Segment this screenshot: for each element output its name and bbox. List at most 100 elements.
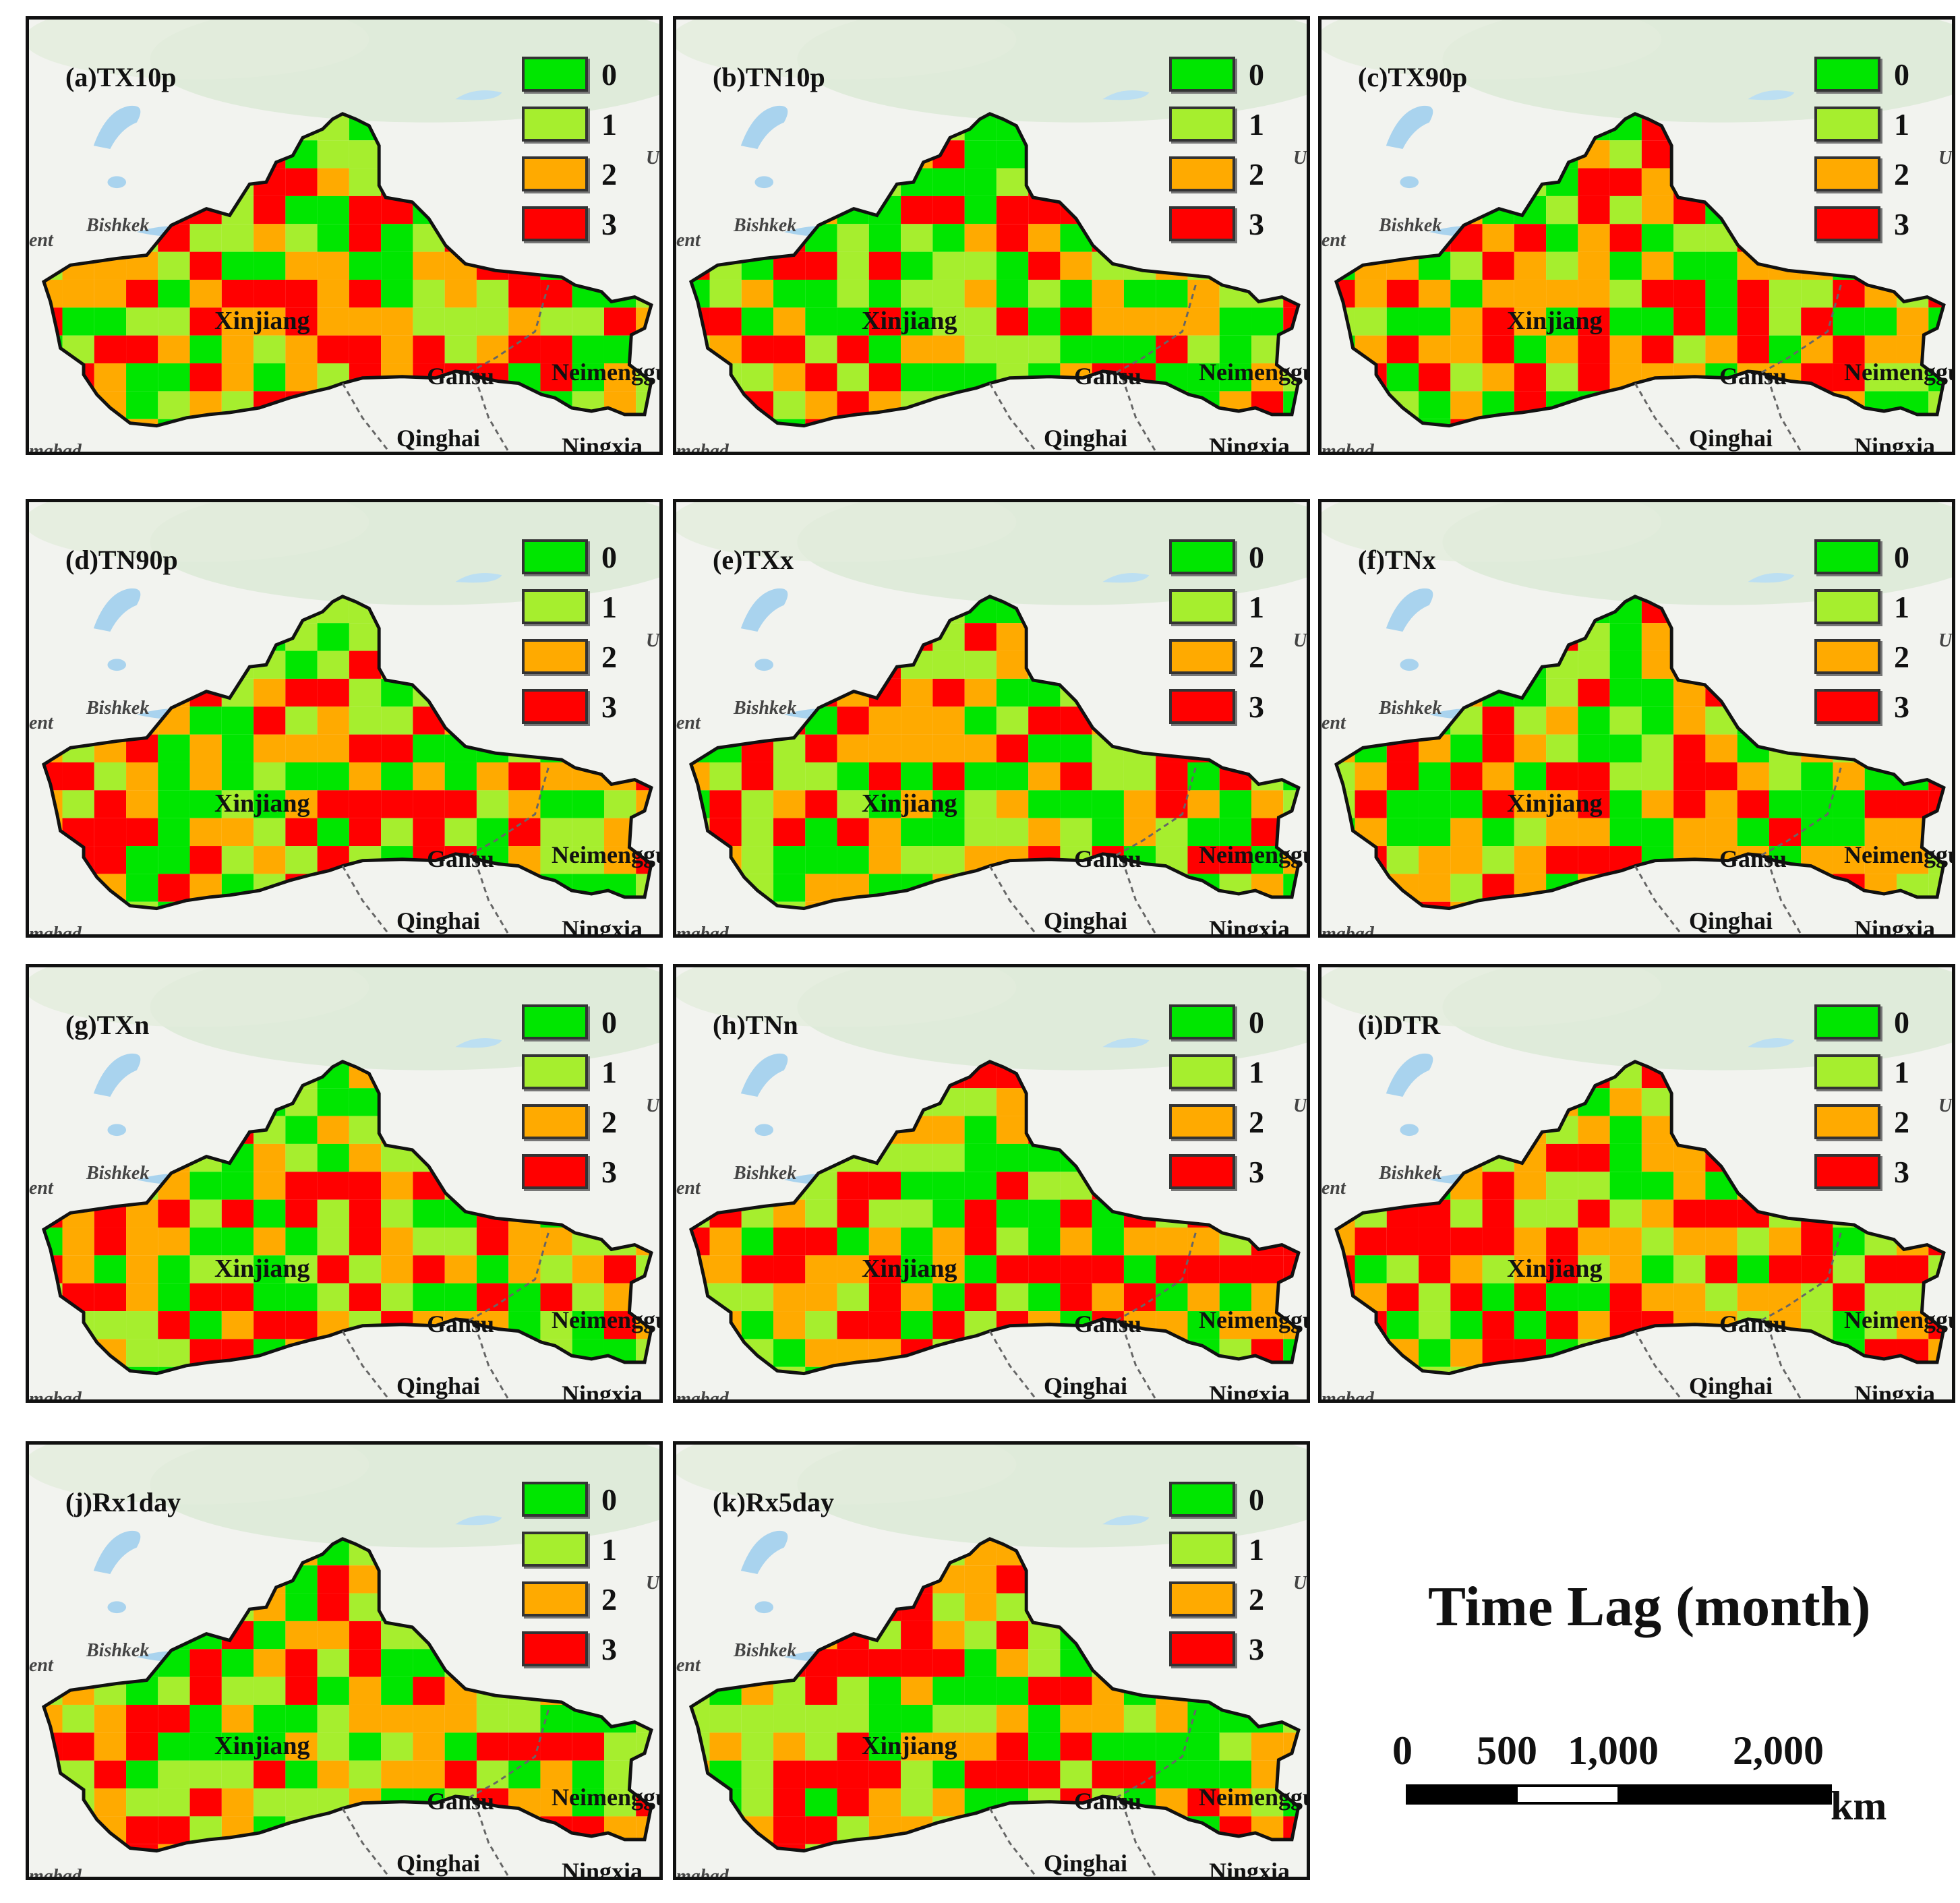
province-border bbox=[1766, 860, 1802, 934]
lag-cell bbox=[603, 1788, 636, 1817]
legend-label: 1 bbox=[1894, 1054, 1909, 1089]
lag-cell bbox=[540, 1788, 572, 1817]
lag-cell bbox=[572, 1760, 604, 1789]
place-label-bishkek: Bishkek bbox=[1379, 698, 1442, 719]
lag-cell bbox=[932, 1704, 965, 1733]
lag-cell bbox=[996, 1172, 1029, 1200]
lag-cell bbox=[381, 1704, 413, 1733]
lag-cell bbox=[1482, 818, 1514, 847]
lag-cell bbox=[285, 1199, 318, 1228]
lag-cell bbox=[1060, 1677, 1092, 1705]
lag-cell bbox=[94, 1760, 127, 1789]
place-label-gansu: Gansu bbox=[1074, 1310, 1142, 1337]
legend-label: 2 bbox=[601, 1581, 617, 1617]
lag-cell bbox=[381, 251, 413, 280]
place-label-mabad: mabad bbox=[29, 924, 82, 938]
panel-title: (e)TXx bbox=[713, 545, 794, 575]
lag-cell bbox=[1609, 279, 1642, 308]
place-label-mabad: mabad bbox=[1321, 1389, 1374, 1403]
place-label-mabad: mabad bbox=[676, 1389, 729, 1403]
legend-row: 2 bbox=[1814, 1097, 1922, 1147]
legend-row: 0 bbox=[1169, 1474, 1277, 1524]
lag-cell bbox=[126, 363, 158, 392]
lag-cell bbox=[1705, 818, 1738, 847]
lag-cell bbox=[1060, 1227, 1092, 1256]
lag-cell bbox=[540, 762, 572, 791]
legend-row: 1 bbox=[1169, 1524, 1277, 1574]
lag-cell bbox=[1123, 790, 1156, 818]
lag-cell bbox=[1251, 790, 1284, 818]
lag-cell bbox=[996, 168, 1029, 196]
lag-cell bbox=[1028, 279, 1061, 308]
place-label-ningxia: Ningxia bbox=[1209, 915, 1290, 938]
lag-cell bbox=[1419, 279, 1451, 308]
legend-swatch bbox=[1169, 1054, 1235, 1089]
lag-cell bbox=[868, 1172, 901, 1200]
lag-cell bbox=[349, 1621, 382, 1650]
lag-cell bbox=[349, 1143, 382, 1172]
lag-cell bbox=[189, 846, 222, 874]
legend-swatch bbox=[1814, 589, 1880, 624]
place-label-qinghai: Qinghai bbox=[1689, 1372, 1773, 1399]
lag-cell bbox=[773, 874, 806, 902]
lag-cell bbox=[901, 1255, 933, 1283]
lag-cell bbox=[773, 1788, 806, 1817]
map-panel-e: (e)TXx 0 1 2 3 Xinjiang Gansu Neimenggu Qinghai N… bbox=[673, 499, 1310, 938]
legend-title: Time Lag (month) bbox=[1428, 1575, 1871, 1638]
lag-cell bbox=[1092, 307, 1124, 336]
legend-swatch bbox=[1814, 1104, 1880, 1139]
lag-cell bbox=[964, 1227, 997, 1256]
legend-swatch bbox=[1169, 589, 1235, 624]
lag-cell bbox=[1123, 1283, 1156, 1312]
lag-cell bbox=[221, 279, 254, 308]
lag-cell bbox=[476, 790, 509, 818]
lag-cell bbox=[773, 1732, 806, 1761]
lag-cell bbox=[1578, 818, 1610, 847]
legend-row: 1 bbox=[1169, 582, 1277, 632]
lag-cell bbox=[932, 1255, 965, 1283]
lag-cell bbox=[1419, 1339, 1451, 1367]
lag-cell bbox=[1219, 1255, 1251, 1283]
lag-cell bbox=[189, 818, 222, 847]
lag-cell bbox=[805, 363, 837, 392]
lag-cell bbox=[413, 790, 445, 818]
lag-cell bbox=[1450, 1227, 1483, 1256]
lag-cell bbox=[1609, 224, 1642, 252]
lag-cell bbox=[189, 762, 222, 791]
lag-cell bbox=[1546, 678, 1578, 707]
lag-cell bbox=[1609, 1283, 1642, 1312]
lag-cell bbox=[1546, 279, 1578, 308]
lag-cell bbox=[1546, 1227, 1578, 1256]
lag-cell bbox=[1187, 846, 1220, 874]
lag-cell bbox=[349, 1760, 382, 1789]
lag-cell bbox=[1641, 140, 1674, 169]
lag-cell bbox=[572, 1732, 604, 1761]
lag-cell bbox=[1060, 1760, 1092, 1789]
lag-cell bbox=[1482, 279, 1514, 308]
lag-cell bbox=[1801, 762, 1833, 791]
lag-cell bbox=[932, 1199, 965, 1228]
lag-cell bbox=[741, 1311, 774, 1339]
place-label-neimenggu: Neimenggu bbox=[1844, 359, 1955, 386]
lag-cell bbox=[540, 1311, 572, 1339]
place-label-qinghai: Qinghai bbox=[1689, 907, 1773, 934]
lag-cell bbox=[1641, 1255, 1674, 1283]
place-label-neimenggu: Neimenggu bbox=[1844, 1306, 1955, 1333]
study-area-outline bbox=[689, 595, 1301, 911]
lag-cell bbox=[1187, 762, 1220, 791]
place-label-neimenggu: Neimenggu bbox=[1199, 841, 1310, 868]
lag-cell bbox=[1060, 1283, 1092, 1312]
lag-cell bbox=[805, 790, 837, 818]
lag-cell bbox=[868, 251, 901, 280]
legend-row: 3 bbox=[1814, 1147, 1922, 1197]
lag-cell bbox=[901, 1283, 933, 1312]
lag-cell bbox=[381, 818, 413, 847]
lag-cell bbox=[349, 818, 382, 847]
lag-cell bbox=[221, 307, 254, 336]
lag-cell bbox=[285, 846, 318, 874]
legend: 0 1 2 3 bbox=[1814, 49, 1922, 249]
lag-cell bbox=[1060, 790, 1092, 818]
place-label-ningxia: Ningxia bbox=[562, 1858, 643, 1880]
lag-cell bbox=[1578, 307, 1610, 336]
lag-cell bbox=[773, 818, 806, 847]
